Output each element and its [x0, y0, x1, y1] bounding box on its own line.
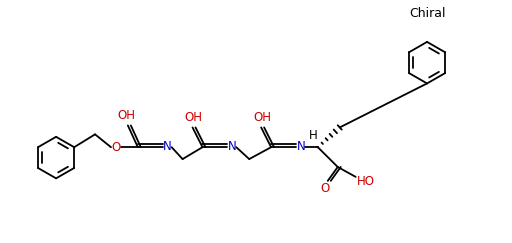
Text: Chiral: Chiral	[409, 7, 445, 20]
Text: HO: HO	[356, 175, 375, 188]
Text: O: O	[111, 141, 120, 154]
Text: N: N	[163, 140, 172, 153]
Text: OH: OH	[184, 111, 203, 124]
Text: H: H	[309, 129, 317, 142]
Text: N: N	[228, 140, 237, 153]
Text: N: N	[296, 140, 305, 153]
Text: OH: OH	[117, 109, 135, 122]
Text: O: O	[320, 182, 329, 195]
Text: OH: OH	[253, 111, 271, 124]
